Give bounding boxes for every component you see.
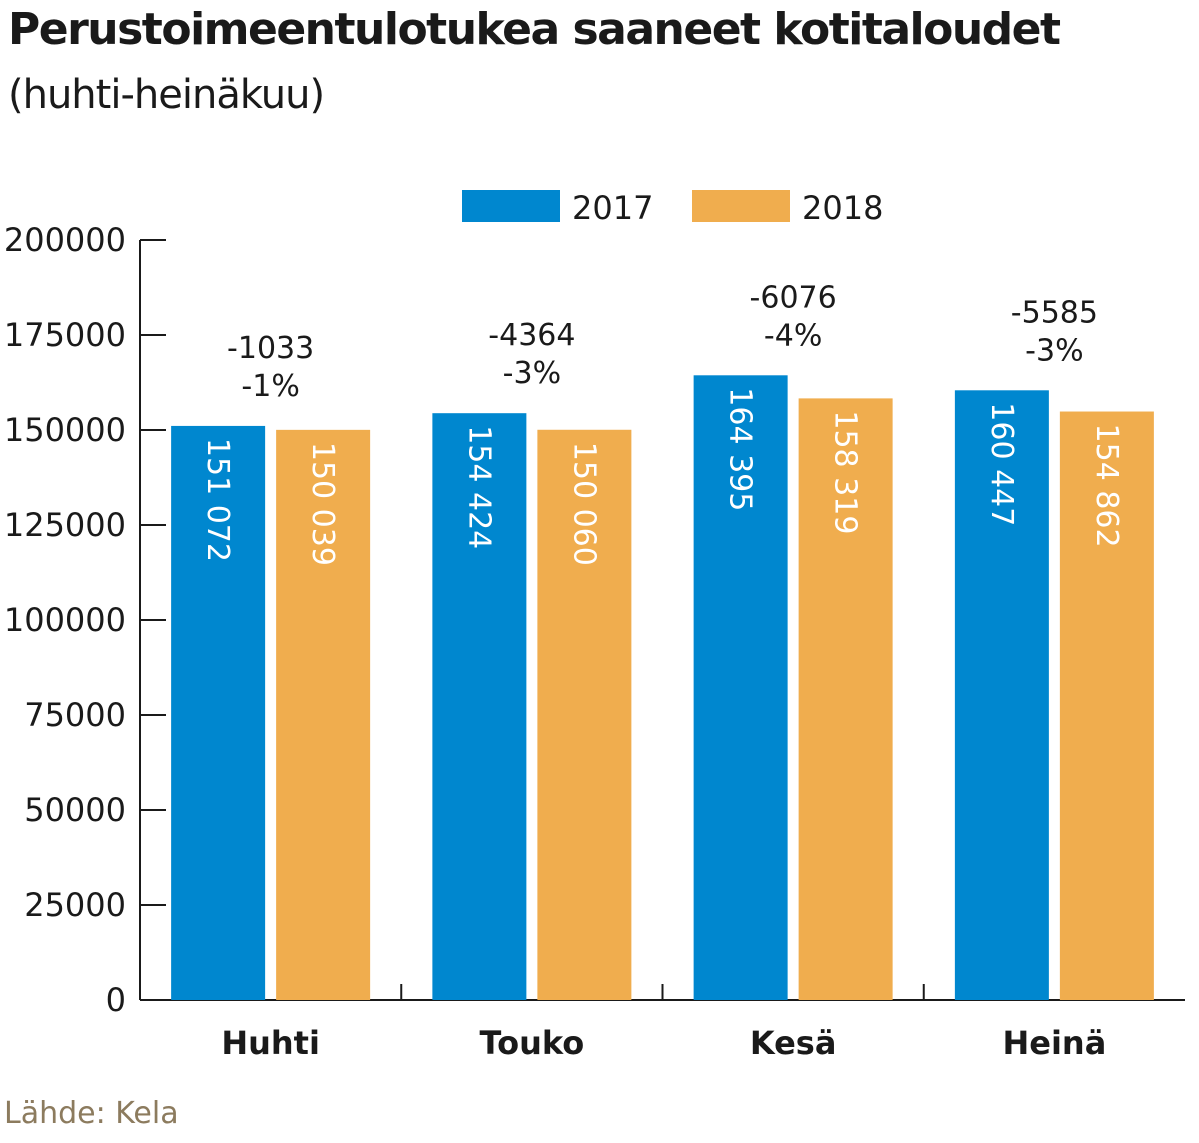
bar-value-label: 160 447 bbox=[984, 402, 1019, 526]
legend-swatch-2018 bbox=[692, 190, 790, 222]
percent-annotation: -3% bbox=[1025, 333, 1083, 368]
percent-annotation: -3% bbox=[503, 356, 561, 391]
bar-2018-Kesä bbox=[798, 398, 893, 1000]
change-annotation: -6076 bbox=[750, 280, 837, 315]
legend-label-2017: 2017 bbox=[572, 189, 653, 227]
change-annotation: -4364 bbox=[488, 318, 575, 353]
y-tick-label: 125000 bbox=[4, 506, 126, 544]
source-note: Lähde: Kela bbox=[4, 1096, 179, 1131]
bar-2017-Touko bbox=[432, 413, 527, 1000]
x-category-label: Heinä bbox=[1002, 1024, 1106, 1062]
bar-2018-Heinä bbox=[1059, 411, 1154, 1000]
percent-annotation: -1% bbox=[241, 369, 299, 404]
x-category-label: Kesä bbox=[750, 1024, 837, 1062]
y-tick-label: 25000 bbox=[24, 886, 126, 924]
chart-subtitle: (huhti-heinäkuu) bbox=[8, 72, 325, 118]
bar-value-label: 164 395 bbox=[723, 387, 758, 511]
bar-value-label: 151 072 bbox=[200, 438, 235, 562]
bar-value-label: 154 424 bbox=[461, 425, 496, 549]
bar-2017-Heinä bbox=[954, 390, 1049, 1000]
bar-value-label: 150 060 bbox=[566, 442, 601, 566]
change-annotation: -1033 bbox=[227, 331, 314, 366]
chart-title: Perustoimeentulotukea saaneet kotitaloud… bbox=[8, 4, 1061, 55]
bar-2018-Huhti bbox=[276, 429, 371, 1000]
y-tick-label: 200000 bbox=[4, 221, 126, 259]
bar-2017-Huhti bbox=[171, 425, 266, 1000]
bar-2017-Kesä bbox=[693, 375, 788, 1000]
y-tick-label: 50000 bbox=[24, 791, 126, 829]
legend-swatch-2017 bbox=[462, 190, 560, 222]
y-tick-label: 150000 bbox=[4, 411, 126, 449]
bar-value-label: 158 319 bbox=[828, 410, 863, 534]
y-tick-label: 175000 bbox=[4, 316, 126, 354]
x-category-label: Huhti bbox=[221, 1024, 320, 1062]
y-tick-label: 75000 bbox=[24, 696, 126, 734]
bar-value-label: 150 039 bbox=[305, 442, 340, 566]
y-tick-label: 100000 bbox=[4, 601, 126, 639]
bar-value-label: 154 862 bbox=[1089, 424, 1124, 548]
bar-2018-Touko bbox=[537, 429, 632, 1001]
percent-annotation: -4% bbox=[764, 318, 822, 353]
x-category-label: Touko bbox=[480, 1024, 585, 1062]
change-annotation: -5585 bbox=[1011, 295, 1098, 330]
legend-label-2018: 2018 bbox=[802, 189, 883, 227]
y-tick-label: 0 bbox=[106, 981, 126, 1019]
